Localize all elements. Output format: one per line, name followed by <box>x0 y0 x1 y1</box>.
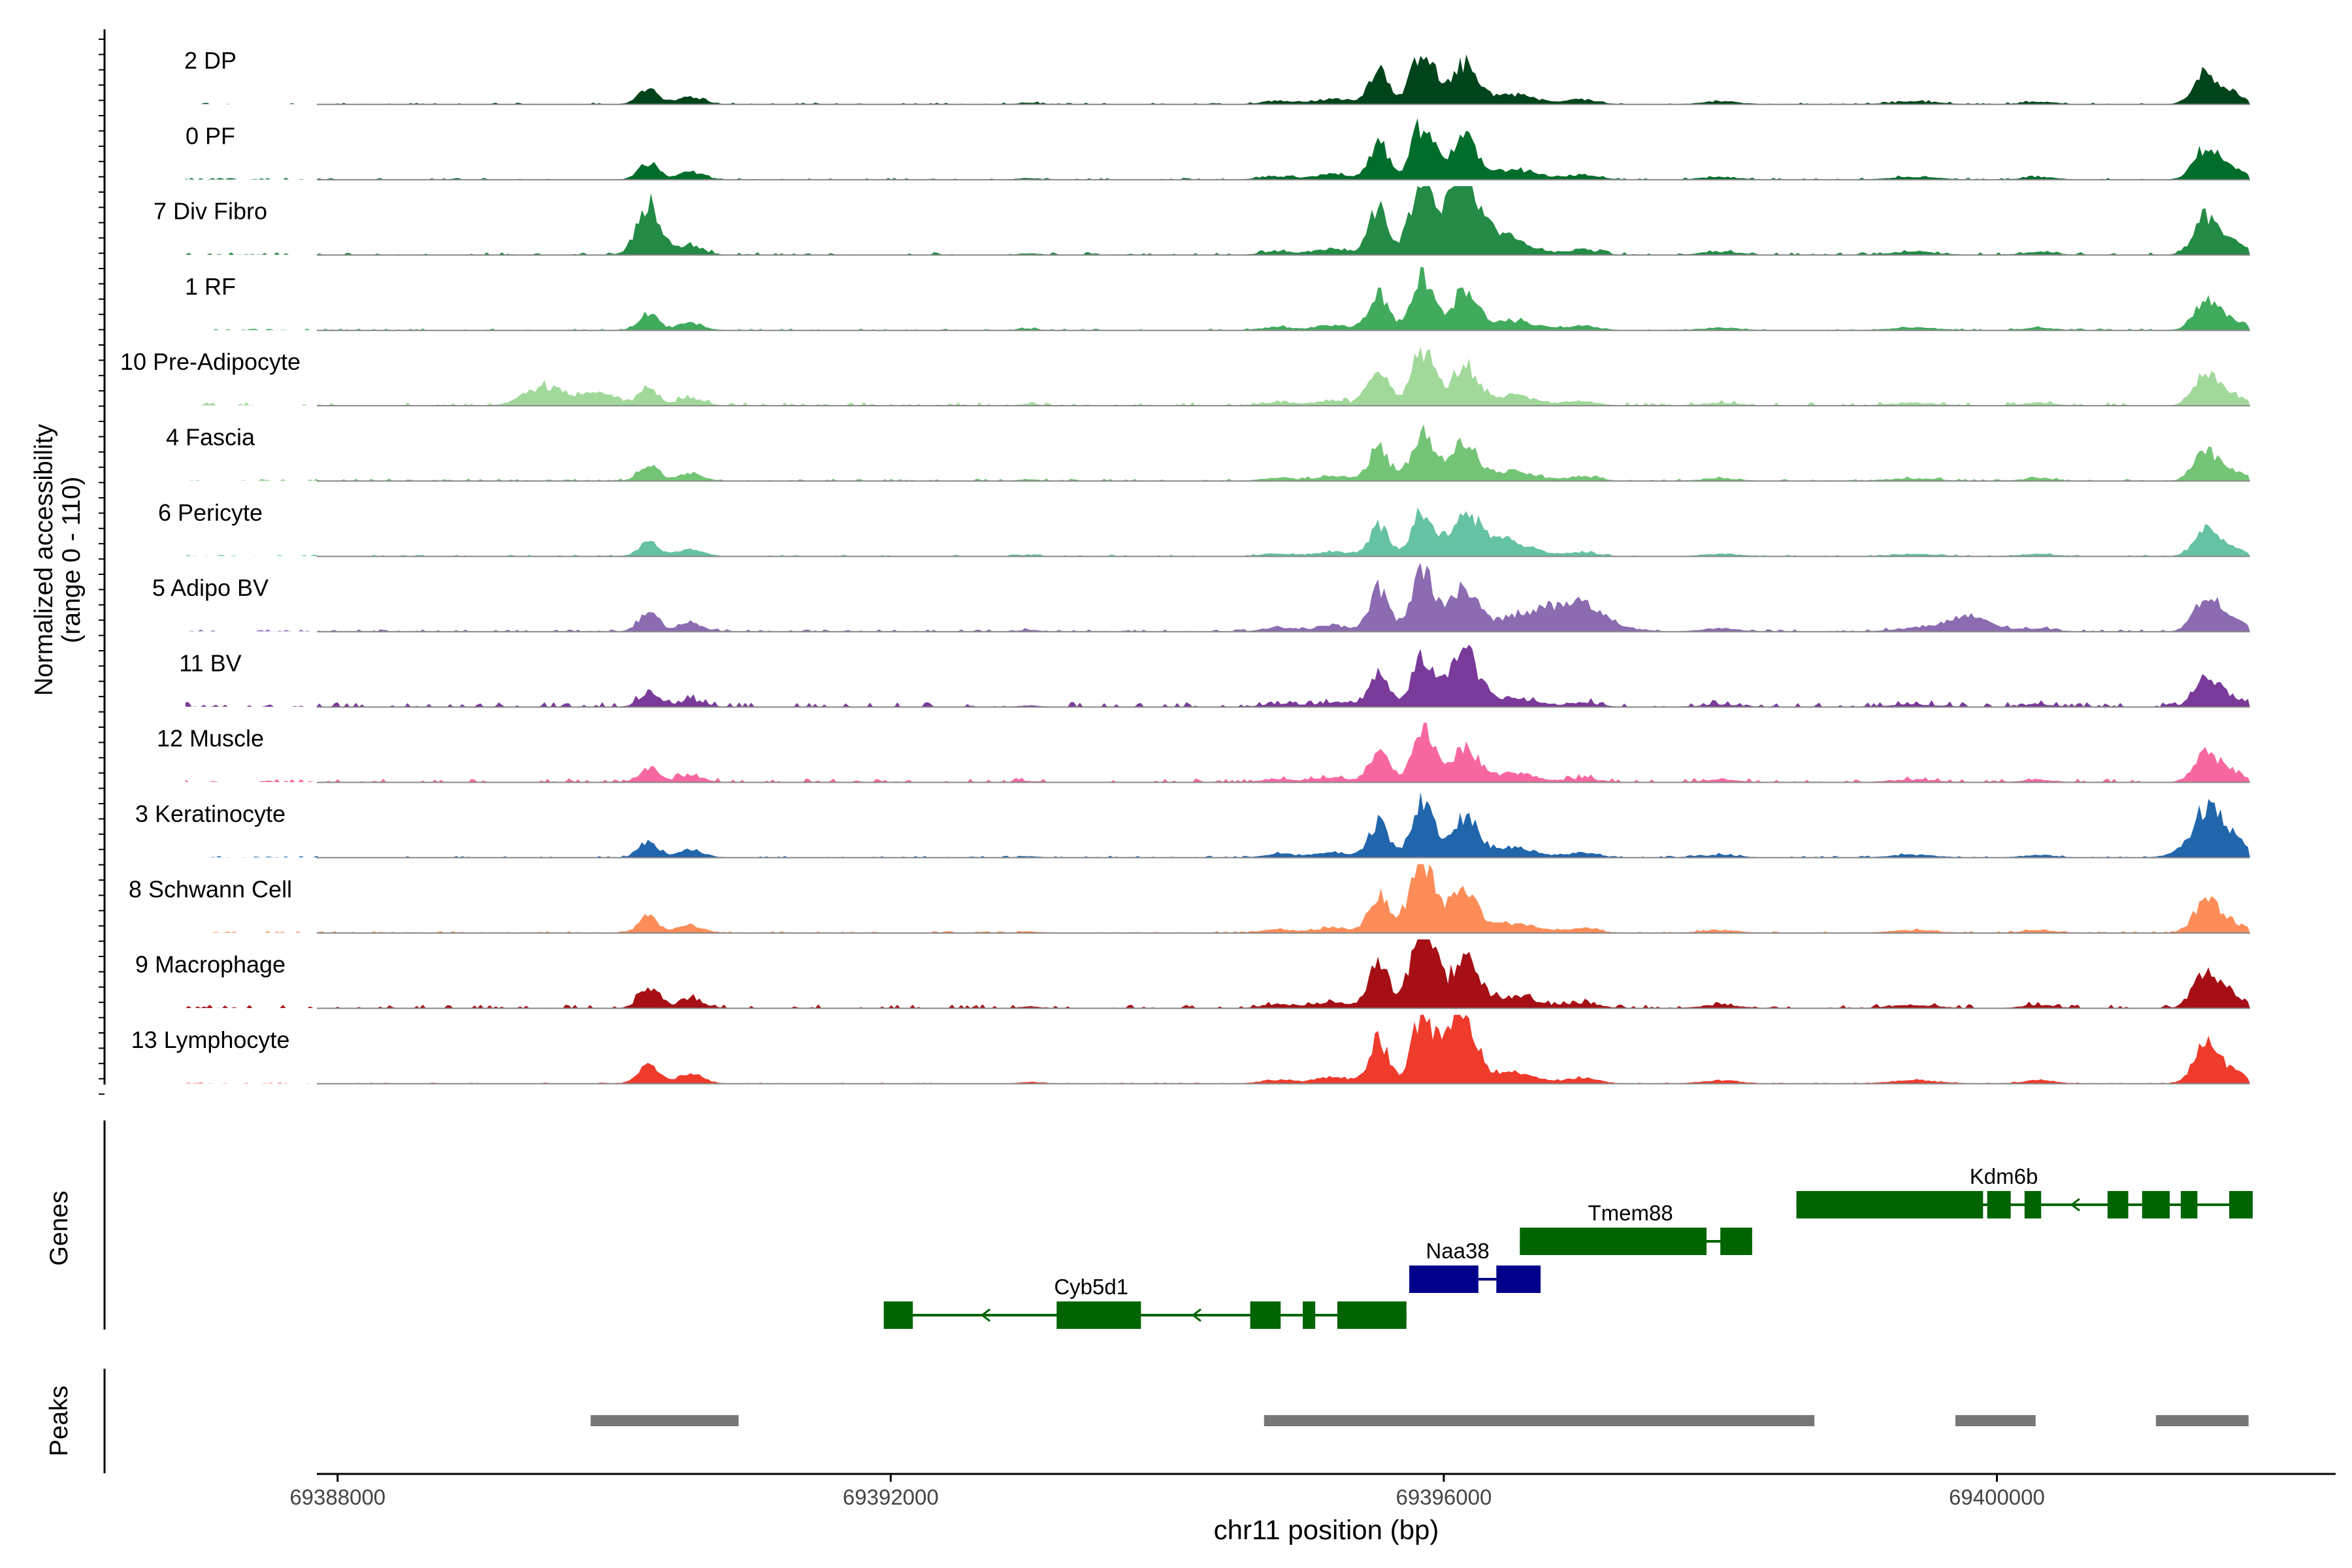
x-tick-label: 69396000 <box>1396 1485 1492 1509</box>
coverage-area <box>185 346 2250 406</box>
coverage-area <box>185 723 2250 782</box>
track-label: 6 Pericyte <box>158 499 263 526</box>
coverage-area <box>185 186 2250 255</box>
coverage-area <box>185 939 2250 1008</box>
track-label: 11 BV <box>179 649 241 676</box>
track-label: 13 Lymphocyte <box>131 1026 290 1053</box>
peaks-track-label: Peaks <box>45 1386 73 1456</box>
gene-exon <box>1303 1301 1316 1329</box>
peak-region <box>2155 1415 2249 1426</box>
y-axis: Normalized accessibility (range 0 - 110) <box>30 29 106 1095</box>
x-tick-label: 69388000 <box>289 1485 385 1509</box>
y-axis-label-line1: Normalized accessibility <box>30 423 58 696</box>
x-axis: chr11 position (bp) 69388000 69392000 6939… <box>289 1473 2336 1545</box>
gene-exon <box>1520 1228 1707 1255</box>
coverage-tracks: 2 DP 0 PF 7 Div Fibro 1 RF 10 Pre-Adipocyte 4… <box>120 47 2250 1085</box>
gene-exon <box>1796 1191 1984 1218</box>
genes-track-label: Genes <box>45 1191 73 1266</box>
gene-exon <box>1987 1191 2011 1218</box>
peak-region <box>1955 1415 2036 1426</box>
coverage-area <box>185 864 2250 933</box>
x-axis-label: chr11 position (bp) <box>1214 1514 1439 1545</box>
gene-exon <box>1250 1301 1281 1329</box>
x-tick-label: 69400000 <box>1949 1485 2045 1509</box>
gene-label: Naa38 <box>1426 1239 1489 1263</box>
genes-track: Genes Kdm6b Tmem88 Naa38 Cyb5d1 <box>45 1120 2253 1330</box>
gene-tmem88: Tmem88 <box>1520 1201 1752 1255</box>
track-label: 7 Div Fibro <box>154 198 267 225</box>
strand-arrow <box>2070 1198 2080 1212</box>
track-label: 10 Pre-Adipocyte <box>120 348 301 375</box>
coverage-area <box>185 563 2250 632</box>
gene-exon <box>2024 1191 2042 1218</box>
gene-exon <box>2107 1191 2129 1218</box>
coverage-area <box>185 267 2250 331</box>
gene-exon <box>883 1301 913 1329</box>
coverage-area <box>185 644 2250 707</box>
gene-exon <box>1056 1301 1141 1329</box>
strand-arrow <box>980 1308 991 1322</box>
coverage-area <box>185 1015 2250 1084</box>
gene-label: Cyb5d1 <box>1054 1275 1128 1299</box>
gene-cyb5d1: Cyb5d1 <box>883 1275 1407 1329</box>
coverage-area <box>185 792 2250 858</box>
peak-region <box>591 1415 739 1426</box>
gene-naa38: Naa38 <box>1409 1239 1541 1293</box>
track-label: 9 Macrophage <box>135 951 286 978</box>
gene-kdm6b: Kdm6b <box>1796 1164 2253 1218</box>
gene-exon <box>2142 1191 2170 1218</box>
gene-exon <box>2180 1191 2198 1218</box>
x-tick-label: 69392000 <box>843 1485 939 1509</box>
track-label: 5 Adipo BV <box>152 574 269 601</box>
track-label: 8 Schwann Cell <box>129 875 292 902</box>
track-label: 1 RF <box>185 273 236 300</box>
track-label: 12 Muscle <box>157 725 264 752</box>
strand-arrow <box>1191 1308 1201 1322</box>
gene-label: Kdm6b <box>1970 1164 2038 1188</box>
peak-region <box>1264 1415 1815 1426</box>
y-axis-label-line2: (range 0 - 110) <box>57 476 86 643</box>
coverage-area <box>185 507 2250 557</box>
coverage-area <box>185 54 2250 105</box>
track-label: 3 Keratinocyte <box>135 800 286 827</box>
coverage-area <box>185 118 2250 180</box>
gene-label: Tmem88 <box>1588 1201 1673 1225</box>
gene-exon <box>1720 1228 1752 1255</box>
coverage-area <box>185 424 2250 481</box>
gene-exon <box>2229 1191 2253 1218</box>
peaks-track: Peaks <box>45 1369 2249 1473</box>
gene-exon <box>1337 1301 1407 1329</box>
track-label: 0 PF <box>186 122 235 149</box>
gene-exon <box>1520 1266 1541 1293</box>
track-label: 2 DP <box>184 47 237 74</box>
track-label: 4 Fascia <box>166 424 255 451</box>
gene-exon <box>1409 1266 1478 1293</box>
